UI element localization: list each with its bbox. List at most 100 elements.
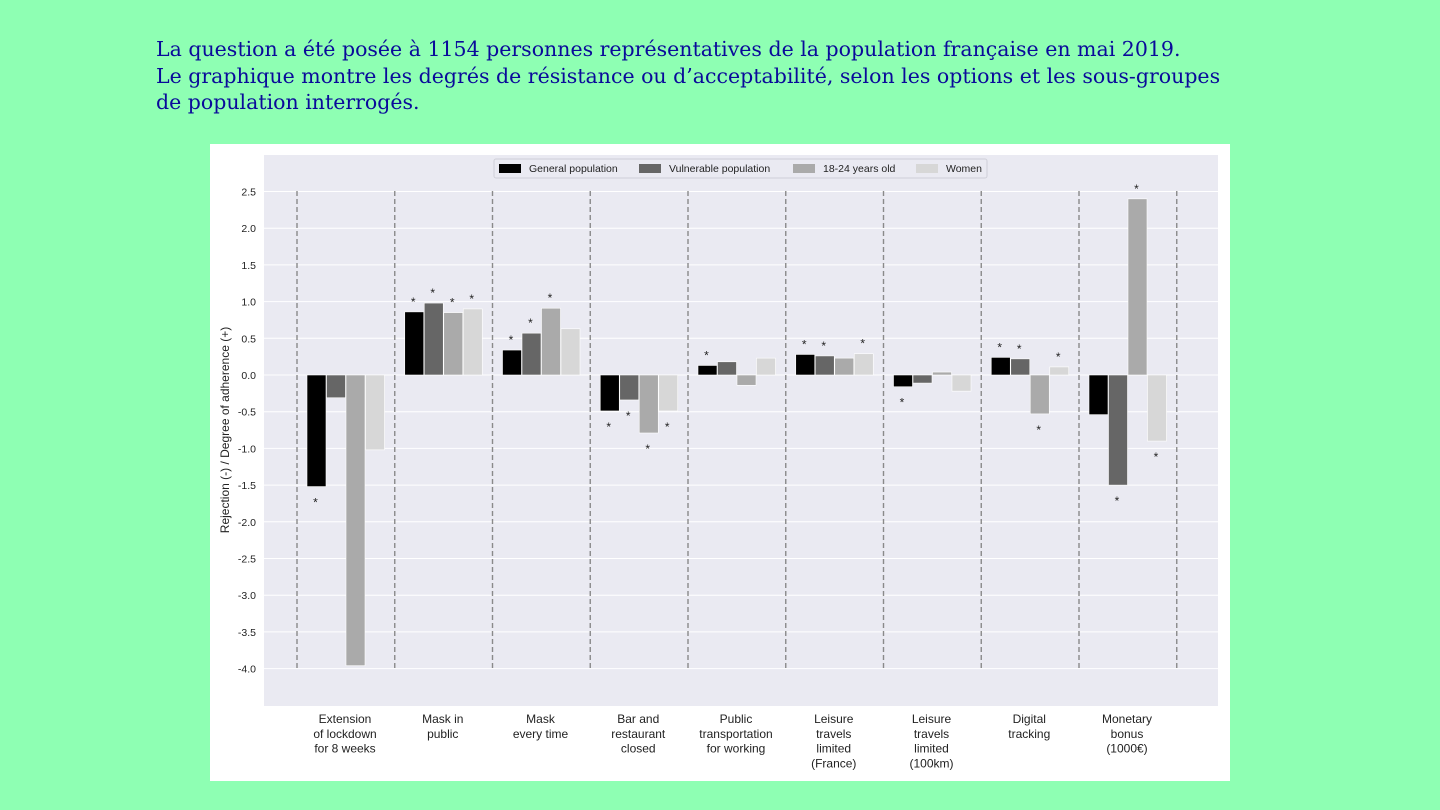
x-tick-label: Digital tracking bbox=[1008, 712, 1050, 741]
significance-star: * bbox=[997, 340, 1002, 354]
x-tick-label: Extension of lockdown for 8 weeks bbox=[313, 712, 376, 756]
bar bbox=[853, 353, 874, 376]
significance-star: * bbox=[802, 337, 807, 351]
y-tick-label: 2.0 bbox=[241, 223, 256, 235]
x-tick-label: Public transportation for working bbox=[699, 712, 772, 756]
bar bbox=[756, 357, 776, 376]
x-tick-label: Bar and restaurant closed bbox=[611, 712, 666, 756]
legend-label: General population bbox=[529, 163, 618, 175]
bar bbox=[404, 311, 425, 376]
significance-star: * bbox=[430, 286, 435, 300]
x-tick-labels: Extension of lockdown for 8 weeks Mask in pu… bbox=[313, 712, 1152, 770]
bar bbox=[736, 374, 757, 386]
significance-star: * bbox=[1017, 342, 1022, 356]
y-tick-label: 0.5 bbox=[241, 333, 256, 345]
significance-star: * bbox=[528, 316, 533, 330]
significance-star: * bbox=[1056, 350, 1061, 364]
bar-chart: * * * * * * * * * * * * * * * * * * * * * * * * 2.5 2.0 1.5 1.0 0.5… bbox=[218, 155, 1218, 770]
significance-star: * bbox=[606, 420, 611, 434]
significance-star: * bbox=[626, 409, 631, 423]
intro-line-3: de population interrogés. bbox=[156, 90, 420, 114]
significance-star: * bbox=[1036, 423, 1041, 437]
intro-line-2: Le graphique montre les degrés de résist… bbox=[156, 63, 1221, 88]
legend: General population Vulnerable population 1… bbox=[493, 158, 988, 179]
bar bbox=[1108, 374, 1128, 486]
y-tick-label: 1.5 bbox=[241, 260, 256, 272]
y-tick-label: -0.5 bbox=[238, 407, 256, 419]
bar bbox=[502, 349, 522, 376]
y-tick-label: -3.5 bbox=[238, 627, 256, 639]
bar bbox=[834, 357, 855, 376]
legend-label: Vulnerable population bbox=[669, 163, 770, 175]
y-tick-label: -2.0 bbox=[238, 517, 256, 529]
x-tick-label: Mask every time bbox=[513, 712, 569, 741]
y-axis-label: Rejection (-) / Degree of adherence (+) bbox=[218, 327, 232, 533]
significance-star: * bbox=[469, 292, 474, 306]
bar bbox=[638, 374, 659, 434]
bar bbox=[932, 371, 952, 376]
bar bbox=[1029, 374, 1050, 415]
y-tick-label: -1.5 bbox=[238, 480, 256, 492]
intro-line-1: La question a été posée à 1154 personnes… bbox=[156, 37, 1181, 61]
y-tick-label: 1.0 bbox=[241, 297, 256, 309]
y-tick-label: -1.0 bbox=[238, 443, 256, 455]
significance-star: * bbox=[411, 295, 416, 309]
significance-star: * bbox=[1134, 182, 1139, 196]
significance-star: * bbox=[548, 291, 553, 305]
bar bbox=[990, 357, 1011, 376]
bar bbox=[560, 328, 581, 376]
legend-label: Women bbox=[946, 163, 982, 175]
bar bbox=[619, 374, 640, 401]
legend-swatch bbox=[499, 164, 521, 173]
bar bbox=[345, 374, 366, 666]
bar bbox=[814, 355, 835, 376]
bar bbox=[658, 374, 679, 412]
bar bbox=[951, 374, 972, 392]
legend-swatch bbox=[639, 164, 661, 173]
bars bbox=[306, 198, 1167, 666]
bar bbox=[1088, 374, 1109, 415]
significance-star: * bbox=[900, 396, 905, 410]
legend-label: 18-24 years old bbox=[823, 163, 896, 175]
significance-markers: * * * * * * * * * * * * * * * * * * * * * * * * bbox=[313, 182, 1159, 510]
chart-figure: * * * * * * * * * * * * * * * * * * * * * * * * 2.5 2.0 1.5 1.0 0.5… bbox=[210, 144, 1230, 781]
plot-area bbox=[264, 155, 1218, 706]
significance-star: * bbox=[1154, 450, 1159, 464]
bar bbox=[795, 354, 816, 376]
bar bbox=[443, 312, 464, 376]
bar bbox=[462, 308, 483, 376]
y-tick-labels: 2.5 2.0 1.5 1.0 0.5 0.0 -0.5 -1.0 -1.5 -2.0 -2.5 -3… bbox=[238, 187, 256, 676]
bar bbox=[717, 361, 737, 376]
bar bbox=[893, 374, 913, 388]
bar bbox=[521, 332, 542, 376]
y-tick-label: -3.0 bbox=[238, 590, 256, 602]
bar bbox=[1127, 198, 1148, 376]
significance-star: * bbox=[450, 296, 455, 310]
legend-box bbox=[493, 158, 988, 179]
significance-star: * bbox=[821, 339, 826, 353]
y-tick-label: 2.5 bbox=[241, 187, 256, 199]
x-tick-label: Leisure travels limited (France) bbox=[811, 712, 856, 770]
bar bbox=[306, 374, 327, 487]
x-tick-label: Leisure travels limited (100km) bbox=[909, 712, 953, 770]
bar bbox=[423, 302, 444, 376]
significance-star: * bbox=[665, 420, 670, 434]
bar bbox=[365, 374, 385, 451]
significance-star: * bbox=[313, 496, 318, 510]
bar bbox=[1010, 358, 1031, 376]
intro-text: La question a été posée à 1154 personnes… bbox=[156, 36, 1356, 116]
x-tick-label: Mask in public bbox=[422, 712, 463, 741]
bar bbox=[1147, 374, 1167, 442]
legend-swatch bbox=[793, 164, 815, 173]
significance-star: * bbox=[509, 333, 514, 347]
significance-star: * bbox=[1115, 494, 1120, 508]
y-tick-label: -4.0 bbox=[238, 664, 256, 676]
significance-star: * bbox=[645, 442, 650, 456]
bar bbox=[697, 365, 718, 376]
legend-swatch bbox=[916, 164, 938, 173]
y-tick-label: 0.0 bbox=[241, 370, 256, 382]
significance-star: * bbox=[704, 348, 709, 362]
bar bbox=[912, 374, 933, 384]
significance-star: * bbox=[860, 337, 865, 351]
y-tick-label: -2.5 bbox=[238, 554, 256, 566]
